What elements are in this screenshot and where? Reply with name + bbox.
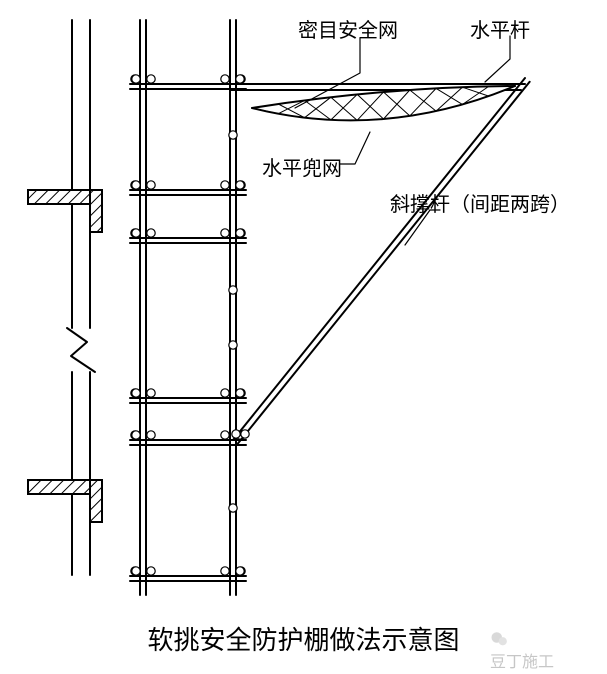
diagram-canvas [0,0,607,674]
watermark: 豆丁施工 [490,630,554,672]
label-diagonal-brace: 斜撑杆（间距两跨） [390,188,570,217]
label-safety-mesh: 密目安全网 [298,14,398,43]
label-horizontal-net: 水平兜网 [262,152,342,181]
label-horizontal-bar: 水平杆 [470,14,530,43]
wechat-icon [490,630,508,648]
watermark-text: 豆丁施工 [490,654,554,671]
